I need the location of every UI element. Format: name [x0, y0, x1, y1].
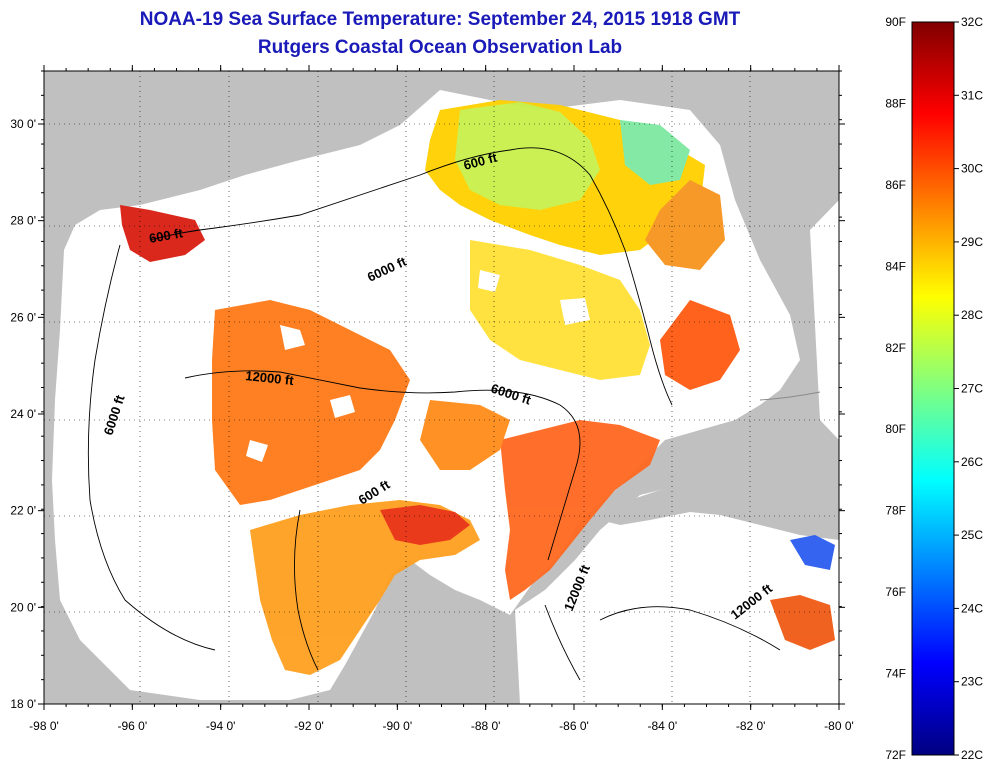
contour-label: 12000 ft: [245, 368, 295, 388]
x-tick-label: -88 0': [471, 719, 501, 733]
colorbar-c-label: 22C: [961, 748, 983, 762]
y-tick-label: 26 0': [10, 310, 36, 324]
colorbar-c-label: 29C: [961, 235, 983, 249]
y-tick-label: 20 0': [10, 600, 36, 614]
colorbar-f-label: 76F: [885, 585, 906, 599]
map-subtitle: Rutgers Coastal Ocean Observation Lab: [257, 37, 623, 58]
bathymetry-contours: [87, 147, 781, 681]
x-tick-label: -94 0': [206, 719, 236, 733]
sst-data: [120, 100, 835, 675]
colorbar-c-label: 23C: [961, 675, 983, 689]
colorbar: [911, 21, 955, 756]
x-tick-label: -80 0': [824, 719, 854, 733]
atlantic-water: [810, 200, 839, 440]
colorbar-f-label: 84F: [885, 259, 906, 273]
colorbar-c-label: 24C: [961, 601, 983, 615]
cuba-island: [600, 478, 839, 540]
x-tick-label: -98 0': [29, 719, 59, 733]
colorbar-f-label: 74F: [885, 667, 906, 681]
x-tick-label: -90 0': [383, 719, 413, 733]
x-tick-label: -82 0': [736, 719, 766, 733]
colorbar-c-label: 32C: [961, 15, 983, 29]
colorbar-f-label: 78F: [885, 504, 906, 518]
colorbar-c-label: 25C: [961, 528, 983, 542]
colorbar-f-label: 86F: [885, 178, 906, 192]
colorbar-c-label: 26C: [961, 455, 983, 469]
y-tick-label: 18 0': [10, 697, 36, 711]
colorbar-f-label: 72F: [885, 748, 906, 762]
y-axis: 30 0' 28 0' 26 0' 24 0' 22 0' 20 0' 18 0': [10, 70, 845, 711]
colorbar-c-label: 27C: [961, 382, 983, 396]
colorbar-fahrenheit-labels: 90F 88F 86F 84F 82F 80F 78F 76F 74F 72F: [885, 15, 906, 762]
colorbar-c-label: 30C: [961, 162, 983, 176]
caribbean-water: [515, 485, 839, 704]
florida-keys: [759, 391, 821, 401]
y-tick-label: 24 0': [10, 407, 36, 421]
colorbar-f-label: 80F: [885, 422, 906, 436]
x-tick-label: -86 0': [559, 719, 589, 733]
x-tick-label: -84 0': [648, 719, 678, 733]
contour-label: 600 ft: [148, 225, 185, 246]
y-tick-label: 28 0': [10, 214, 36, 228]
colorbar-celsius-labels: 32C 31C 30C 29C 28C 27C 26C 25C 24C 23C 22C: [954, 15, 983, 762]
colorbar-f-label: 88F: [885, 96, 906, 110]
map-title: NOAA-19 Sea Surface Temperature: Septemb…: [139, 9, 741, 30]
x-tick-label: -96 0': [118, 719, 148, 733]
colorbar-c-label: 31C: [961, 88, 983, 102]
x-tick-label: -92 0': [294, 719, 324, 733]
map-area: 600 ft 600 ft 6000 ft 6000 ft 6000 ft 12…: [44, 71, 839, 704]
colorbar-f-label: 90F: [885, 15, 906, 29]
graticule: [44, 71, 839, 704]
y-tick-label: 30 0': [10, 117, 36, 131]
colorbar-f-label: 82F: [885, 341, 906, 355]
y-tick-label: 22 0': [10, 504, 36, 518]
colorbar-c-label: 28C: [961, 308, 983, 322]
